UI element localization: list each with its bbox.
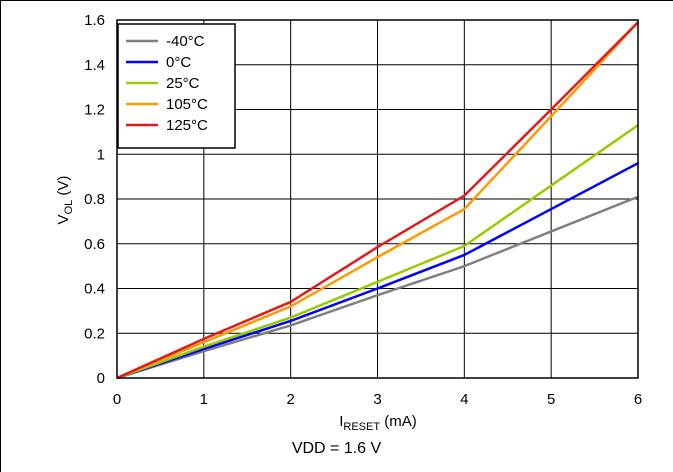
y-tick-label: 0.4 <box>84 281 105 298</box>
x-tick-label: 1 <box>200 391 208 408</box>
caption: VDD = 1.6 V <box>291 440 382 457</box>
y-tick-label: 0.8 <box>84 191 105 208</box>
y-tick-label: 0.6 <box>84 236 105 253</box>
y-tick-labels: 0 0.2 0.4 0.6 0.8 1 1.2 1.4 1.6 <box>84 12 105 387</box>
y-axis-title: VOL (V) <box>55 176 75 225</box>
x-tick-label: 3 <box>373 391 381 408</box>
legend-label-1: -40°C <box>166 33 205 50</box>
legend: -40°C 0°C 25°C 105°C 125°C <box>117 23 236 149</box>
legend-label-3: 25°C <box>166 75 200 92</box>
legend-label-4: 105°C <box>166 96 208 113</box>
series-line-3 <box>116 124 639 380</box>
y-tick-label: 0.2 <box>84 325 105 342</box>
y-tick-label: 1.4 <box>84 57 105 74</box>
x-axis-title: IRESET (mA) <box>339 413 417 433</box>
series-line-4 <box>116 21 639 380</box>
series-lines <box>116 21 639 380</box>
grid <box>117 20 638 378</box>
x-tick-label: 6 <box>634 391 642 408</box>
series-line-2 <box>116 162 639 380</box>
x-tick-label: 5 <box>547 391 555 408</box>
y-tick-label: 1.6 <box>84 12 105 29</box>
series-line-5 <box>116 21 639 380</box>
legend-box <box>117 23 236 149</box>
series-line-1 <box>116 195 639 380</box>
x-tick-label: 0 <box>113 391 121 408</box>
x-tick-labels: 0 1 2 3 4 5 6 <box>113 391 642 408</box>
legend-label-2: 0°C <box>166 54 191 71</box>
y-tick-label: 1 <box>97 146 105 163</box>
x-tick-label: 4 <box>460 391 468 408</box>
legend-label-5: 125°C <box>166 117 208 134</box>
x-tick-label: 2 <box>286 391 294 408</box>
plot-border <box>116 19 639 379</box>
y-tick-label: 0 <box>97 370 105 387</box>
y-tick-label: 1.2 <box>84 102 105 119</box>
